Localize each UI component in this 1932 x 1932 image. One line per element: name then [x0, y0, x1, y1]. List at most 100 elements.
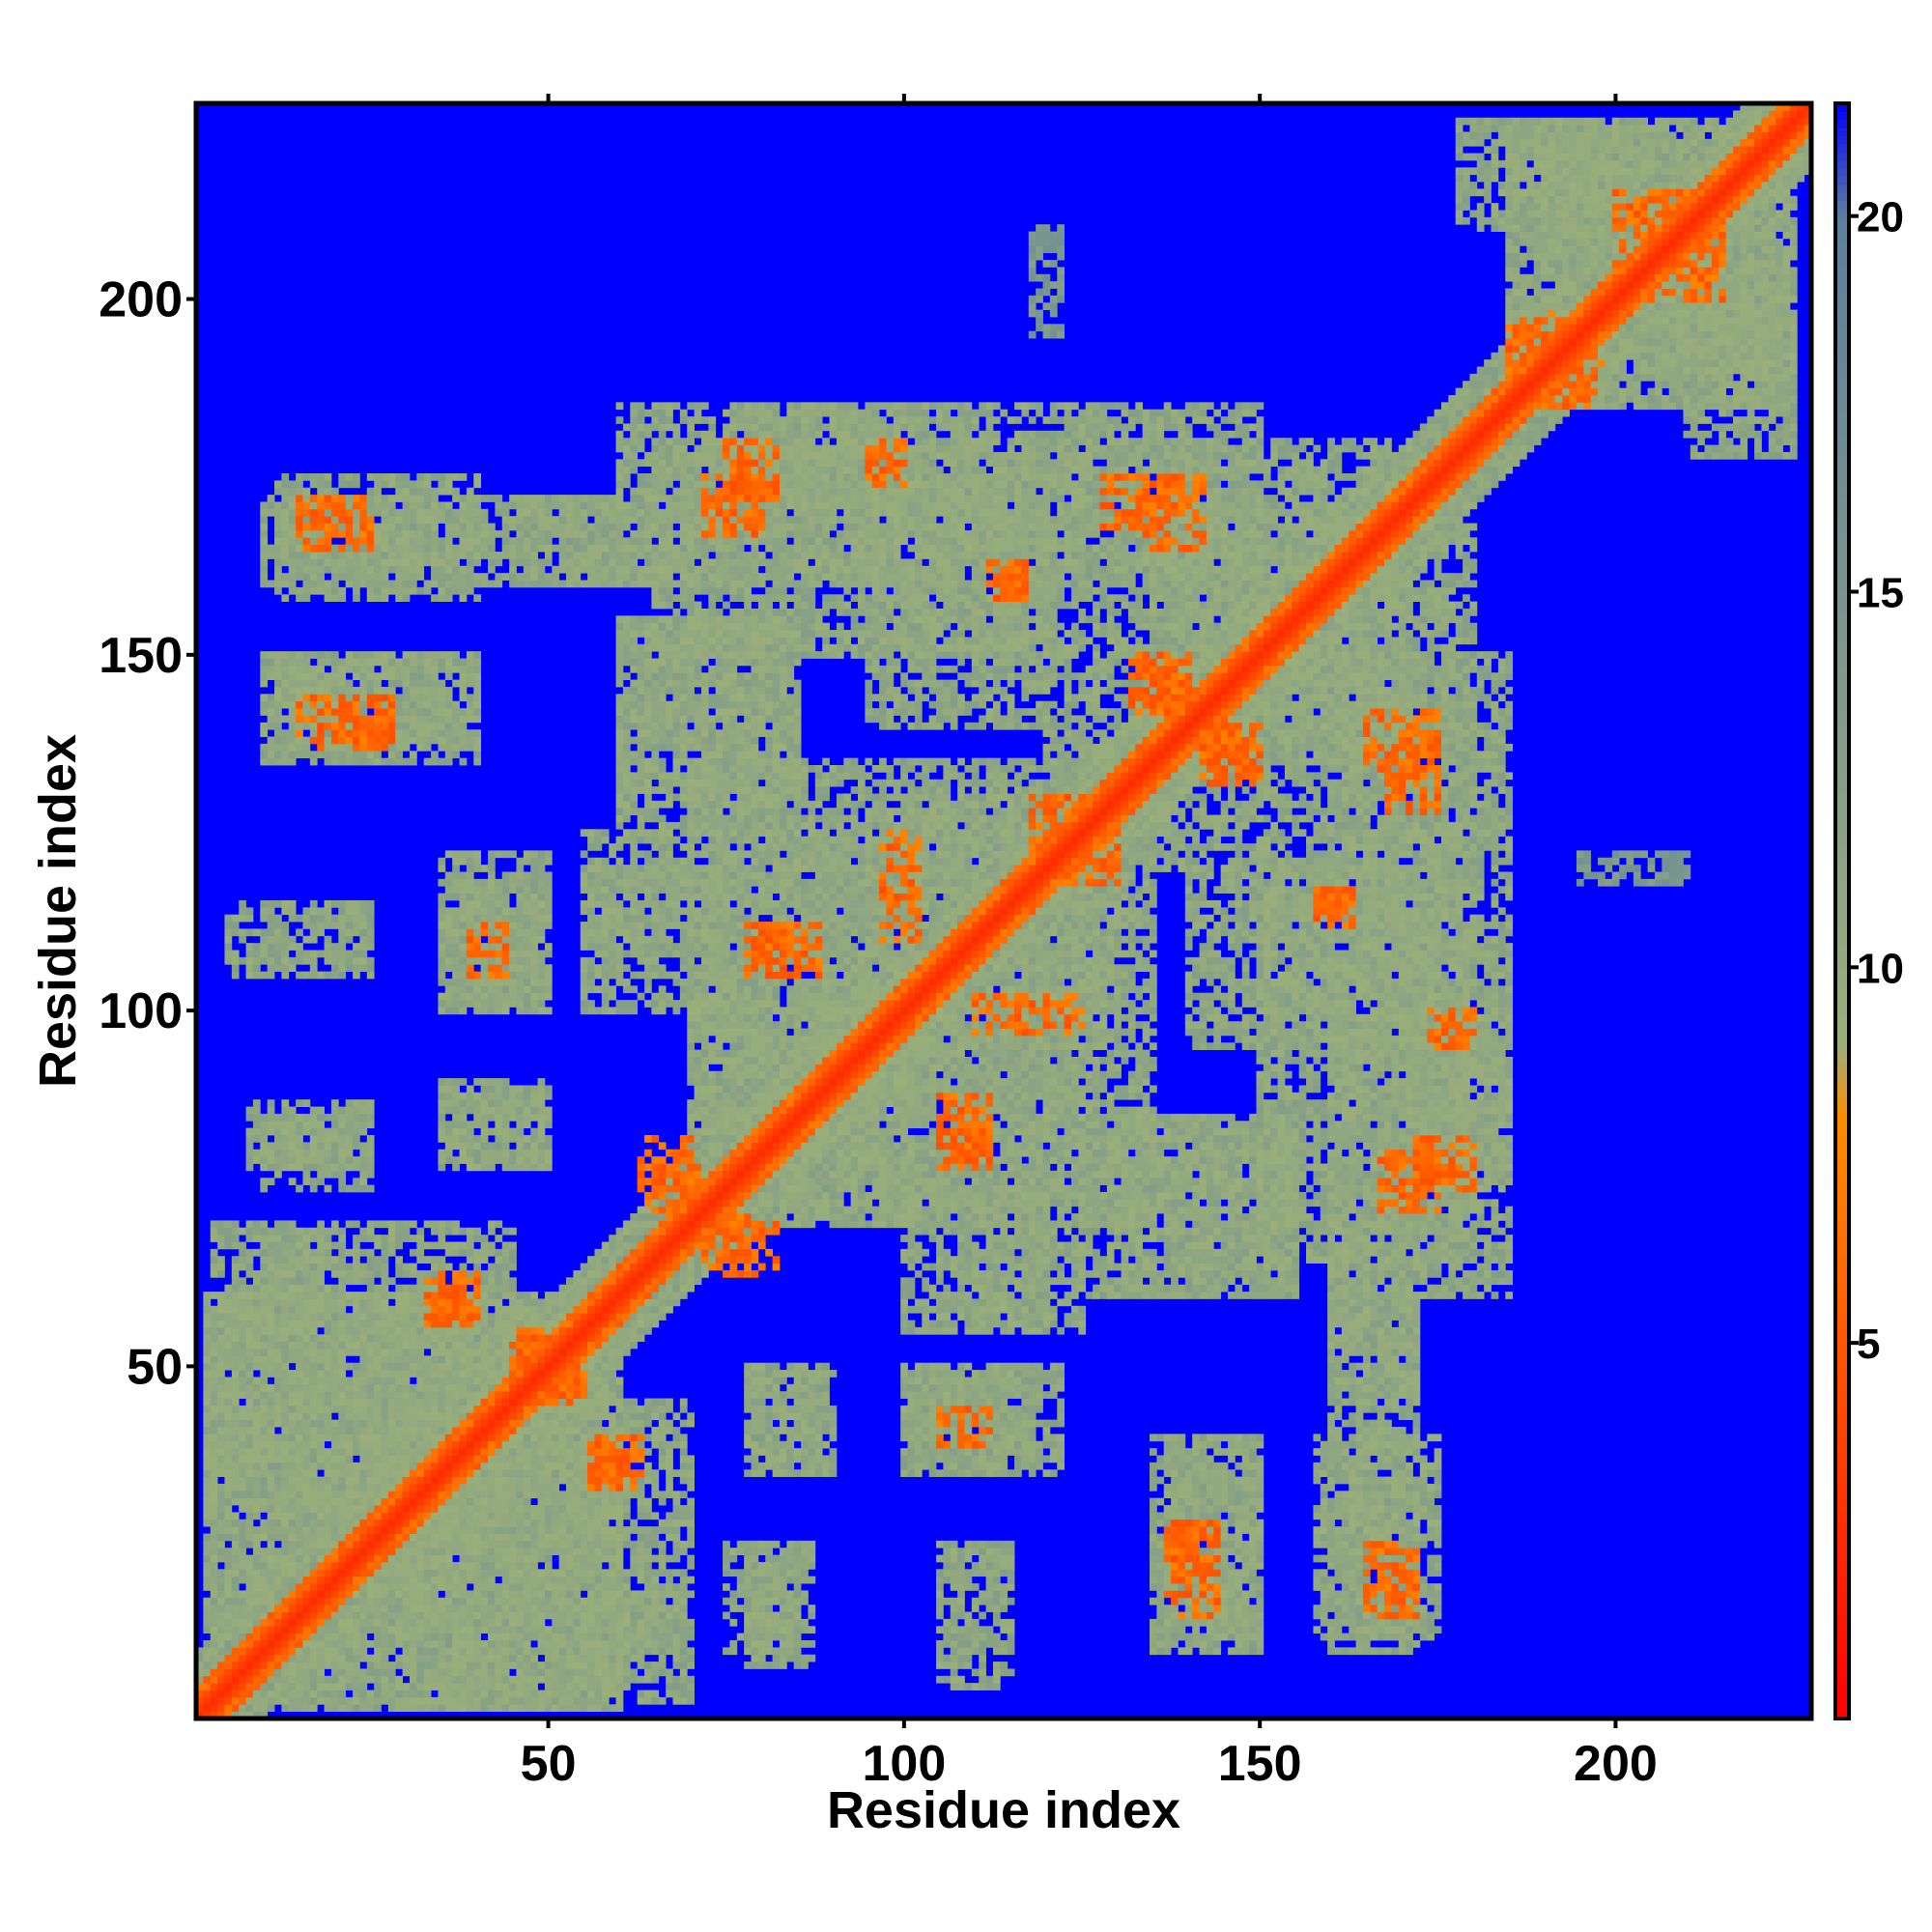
heatmap-cell — [480, 1455, 489, 1463]
heatmap-cell — [330, 1469, 339, 1477]
heatmap-cell — [296, 1683, 303, 1690]
heatmap-cell — [516, 1704, 525, 1713]
heatmap-cell — [296, 1647, 303, 1656]
heatmap-cell — [537, 1419, 546, 1428]
heatmap-cell — [480, 1491, 489, 1499]
heatmap-cell — [366, 1427, 375, 1435]
heatmap-cell — [452, 1533, 460, 1542]
heatmap-cell — [281, 1355, 290, 1364]
heatmap-cell — [267, 1106, 275, 1115]
heatmap-cell — [366, 757, 375, 766]
heatmap-cell — [423, 1576, 432, 1584]
heatmap-cell — [281, 1121, 290, 1129]
heatmap-cell — [309, 1497, 318, 1506]
heatmap-cell — [480, 1106, 489, 1115]
heatmap-cell — [260, 751, 269, 759]
heatmap-cell — [381, 1561, 389, 1570]
heatmap-cell — [495, 1405, 503, 1413]
heatmap-cell — [530, 1313, 538, 1321]
heatmap-cell — [224, 1412, 233, 1421]
heatmap-cell — [509, 565, 517, 574]
heatmap-cell — [317, 1561, 325, 1570]
heatmap-cell — [416, 1639, 425, 1648]
heatmap-cell — [296, 1184, 303, 1193]
heatmap-cell — [466, 1085, 474, 1094]
heatmap-cell — [495, 1078, 503, 1086]
heatmap-cell — [501, 1576, 510, 1584]
heatmap-cell — [260, 1377, 269, 1385]
heatmap-cell — [438, 487, 446, 496]
heatmap-cell — [402, 1434, 411, 1442]
heatmap-cell — [480, 1362, 489, 1371]
heatmap-cell — [466, 508, 474, 517]
heatmap-cell — [359, 1618, 368, 1627]
heatmap-cell — [288, 1455, 297, 1463]
heatmap-cell — [302, 1412, 311, 1421]
heatmap-cell — [516, 1526, 525, 1534]
heatmap-cell — [473, 1668, 482, 1677]
heatmap-cell — [530, 1085, 538, 1094]
heatmap-cell — [245, 964, 254, 973]
heatmap-cell — [381, 1355, 389, 1364]
heatmap-cell — [466, 1647, 474, 1656]
heatmap-cell — [416, 1462, 425, 1470]
heatmap-cell — [395, 1284, 404, 1293]
heatmap-cell — [501, 1704, 510, 1713]
heatmap-cell — [516, 1313, 525, 1321]
heatmap-cell — [330, 1256, 339, 1264]
heatmap-cell — [495, 922, 503, 929]
heatmap-cell — [381, 1284, 389, 1293]
heatmap-cell — [452, 1469, 460, 1477]
heatmap-cell — [473, 1497, 482, 1506]
heatmap-cell — [409, 1334, 417, 1343]
heatmap-cell — [409, 736, 417, 745]
heatmap-cell — [366, 1284, 375, 1293]
heatmap-cell — [395, 1256, 404, 1264]
heatmap-cell — [338, 1662, 347, 1669]
heatmap-cell — [302, 1405, 311, 1413]
heatmap-cell — [330, 971, 339, 980]
heatmap-cell — [274, 1533, 282, 1542]
heatmap-cell — [288, 757, 297, 766]
heatmap-cell — [274, 1497, 282, 1506]
heatmap-cell — [431, 715, 439, 724]
heatmap-cell — [495, 1326, 503, 1335]
heatmap-cell — [416, 1284, 425, 1293]
heatmap-cell — [260, 1491, 269, 1499]
heatmap-cell — [473, 1512, 482, 1520]
heatmap-cell — [387, 1462, 396, 1470]
heatmap-cell — [423, 1341, 432, 1350]
heatmap-cell — [501, 573, 510, 581]
heatmap-cell — [210, 1683, 218, 1690]
heatmap-cell — [296, 1305, 303, 1314]
heatmap-cell — [239, 1326, 246, 1335]
heatmap-cell — [281, 1348, 290, 1356]
heatmap-cell — [409, 480, 417, 489]
heatmap-cell — [317, 1241, 325, 1250]
heatmap-cell — [252, 943, 261, 951]
heatmap-cell — [330, 1241, 339, 1250]
heatmap-cell — [374, 473, 382, 481]
heatmap-cell — [423, 658, 432, 667]
heatmap-cell — [438, 1519, 446, 1527]
heatmap-cell — [296, 1519, 303, 1527]
heatmap-cell — [444, 751, 453, 759]
heatmap-cell — [416, 1377, 425, 1385]
heatmap-cell — [438, 1235, 446, 1242]
heatmap-cell — [224, 1639, 233, 1648]
heatmap-cell — [374, 1263, 382, 1271]
heatmap-cell — [274, 1605, 282, 1612]
heatmap-cell — [495, 1690, 503, 1698]
heatmap-cell — [317, 715, 325, 724]
heatmap-cell — [245, 1512, 254, 1520]
heatmap-cell — [495, 580, 503, 588]
heatmap-cell — [338, 1284, 347, 1293]
heatmap-cell — [330, 1576, 339, 1584]
heatmap-cell — [260, 1362, 269, 1371]
heatmap-cell — [260, 1626, 269, 1634]
heatmap-cell — [245, 1597, 254, 1605]
heatmap-cell — [330, 501, 339, 510]
heatmap-cell — [501, 1370, 510, 1378]
heatmap-cell — [530, 1334, 538, 1343]
heatmap-cell — [296, 950, 303, 958]
